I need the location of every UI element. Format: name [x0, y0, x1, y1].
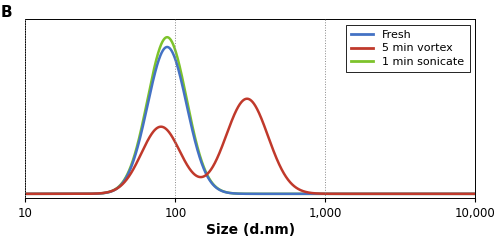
- Fresh: [416, 192, 422, 195]
- 5 min vortex: [195, 175, 201, 178]
- X-axis label: Size (d.nm): Size (d.nm): [206, 223, 295, 237]
- 5 min vortex: [74, 192, 80, 195]
- Fresh: [100, 192, 106, 194]
- Text: B: B: [0, 5, 12, 20]
- Fresh: [74, 192, 80, 195]
- 5 min vortex: [416, 192, 422, 195]
- Fresh: [214, 187, 220, 190]
- 1 min sonicate: [464, 192, 470, 195]
- Fresh: [164, 46, 170, 48]
- 1 min sonicate: [472, 192, 478, 195]
- 1 min sonicate: [22, 192, 28, 195]
- 1 min sonicate: [416, 192, 422, 195]
- 1 min sonicate: [195, 148, 201, 151]
- Fresh: [22, 192, 28, 195]
- 1 min sonicate: [214, 187, 220, 190]
- 1 min sonicate: [100, 192, 106, 194]
- 5 min vortex: [472, 192, 478, 195]
- Legend: Fresh, 5 min vortex, 1 min sonicate: Fresh, 5 min vortex, 1 min sonicate: [346, 25, 470, 72]
- Fresh: [195, 151, 201, 154]
- 5 min vortex: [22, 192, 28, 195]
- 5 min vortex: [100, 192, 106, 194]
- 1 min sonicate: [164, 36, 170, 39]
- 5 min vortex: [244, 97, 250, 100]
- Line: 5 min vortex: 5 min vortex: [26, 99, 475, 194]
- 5 min vortex: [214, 156, 220, 159]
- 5 min vortex: [464, 192, 470, 195]
- Fresh: [472, 192, 478, 195]
- Line: Fresh: Fresh: [26, 47, 475, 194]
- Line: 1 min sonicate: 1 min sonicate: [26, 37, 475, 194]
- 1 min sonicate: [74, 192, 80, 195]
- Fresh: [464, 192, 470, 195]
